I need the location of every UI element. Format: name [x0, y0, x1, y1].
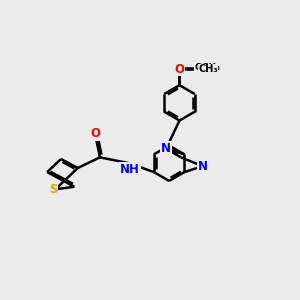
Text: O: O: [175, 62, 184, 76]
Text: N: N: [198, 160, 208, 173]
Text: N: N: [161, 142, 171, 155]
Text: NH: NH: [120, 163, 140, 176]
Text: CH₃: CH₃: [198, 64, 218, 74]
Text: O: O: [175, 61, 184, 74]
Text: OCH₃: OCH₃: [194, 63, 220, 72]
Text: S: S: [49, 183, 57, 196]
Text: O: O: [91, 127, 100, 140]
